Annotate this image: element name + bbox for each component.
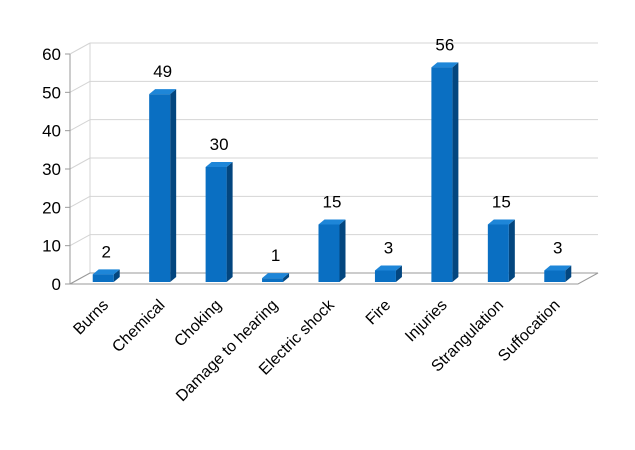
gridline-depth [69,195,91,208]
bar [431,67,453,282]
bar [544,270,566,282]
x-tick-label: Suffocation [495,297,563,365]
gridline-depth [69,80,91,93]
x-tick-label: Choking [171,297,225,351]
bar-side [339,219,346,282]
bar-side [395,265,402,282]
data-label: 2 [101,242,110,261]
bar-top [318,219,346,225]
bar [205,167,227,282]
x-tick-label: Burns [70,297,112,339]
bar-side [452,62,459,283]
bar-top [487,219,515,225]
gridline-depth [69,42,91,55]
y-tick-label: 0 [52,275,61,294]
chart-floor [69,272,599,285]
data-label: 3 [384,239,393,258]
bar-top [431,62,459,68]
y-tick-label: 30 [42,160,61,179]
data-label: 56 [435,35,454,54]
x-tick-label: Chemical [109,297,168,356]
x-tick-label: Injuries [402,297,450,345]
bar-side [508,219,515,282]
x-tick-label: Fire [363,297,395,329]
data-label: 3 [553,239,562,258]
label-layer: 0 10 20 30 40 50 60 2 Burns 49 Chemical 30 Choking 1 D… [42,35,564,405]
y-tick-label: 20 [42,198,61,217]
bar-top [92,269,120,275]
y-tick-label: 60 [42,45,61,64]
bar-top [205,162,233,167]
bar-top [262,273,290,279]
gridline-depth [69,234,91,247]
data-label: 15 [492,193,511,212]
gridline-depth [69,157,91,170]
y-tick-label: 50 [42,83,61,102]
bar-top [149,89,177,95]
bar-top [544,265,572,271]
data-label: 49 [153,62,172,81]
bar-layer [92,62,572,283]
data-label: 15 [323,193,342,212]
bar [318,224,340,282]
gridline-depth [69,119,91,132]
bar-side [283,273,290,282]
y-tick-label: 10 [42,237,61,256]
data-label: 30 [210,135,229,154]
bar [149,94,171,283]
bar-side [170,89,177,283]
bar-side [226,162,233,282]
bar [374,270,396,282]
bar-side [113,269,120,282]
axis-layer [65,53,599,285]
bar [262,278,284,282]
y-tick-label: 40 [42,122,61,141]
bar-side [565,265,572,282]
bar [487,224,509,282]
bar-top [374,265,402,271]
x-tick-label: Damage to hearing [173,297,281,405]
data-label: 1 [271,246,280,265]
bar [92,274,114,282]
